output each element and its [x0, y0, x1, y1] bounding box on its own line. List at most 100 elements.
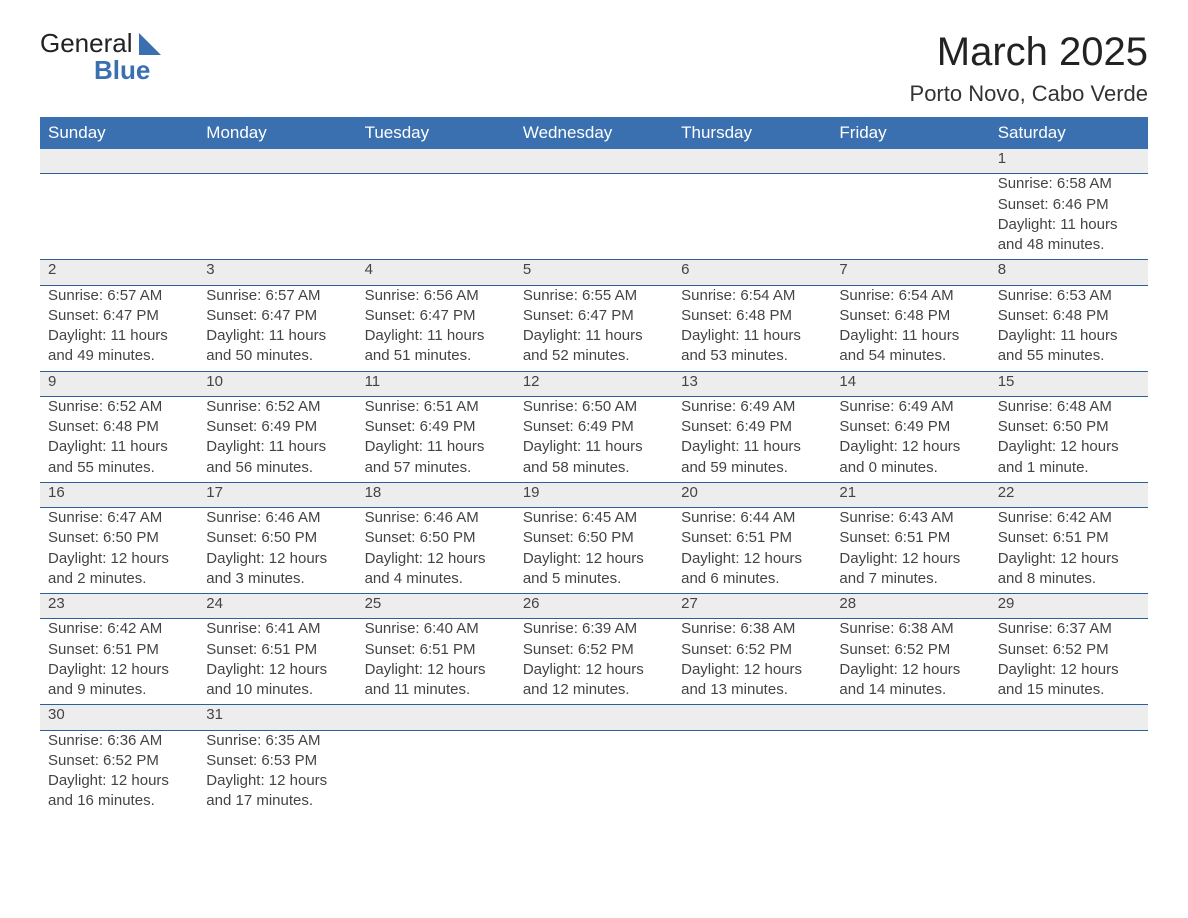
- empty-cell: [357, 174, 515, 260]
- day-detail-cell: Sunrise: 6:58 AMSunset: 6:46 PMDaylight:…: [990, 174, 1148, 260]
- sunset-text: Sunset: 6:51 PM: [365, 640, 507, 660]
- day-detail-cell: Sunrise: 6:41 AMSunset: 6:51 PMDaylight:…: [198, 619, 356, 705]
- sunset-text: Sunset: 6:49 PM: [365, 417, 507, 437]
- daylight-text: Daylight: 11 hours and 59 minutes.: [681, 437, 823, 478]
- day-detail-cell: Sunrise: 6:44 AMSunset: 6:51 PMDaylight:…: [673, 508, 831, 594]
- empty-cell: [515, 705, 673, 730]
- calendar-week-detail-row: Sunrise: 6:36 AMSunset: 6:52 PMDaylight:…: [40, 730, 1148, 816]
- calendar-week-detail-row: Sunrise: 6:52 AMSunset: 6:48 PMDaylight:…: [40, 396, 1148, 482]
- empty-cell: [515, 730, 673, 816]
- day-detail-cell: Sunrise: 6:55 AMSunset: 6:47 PMDaylight:…: [515, 285, 673, 371]
- day-detail-cell: Sunrise: 6:42 AMSunset: 6:51 PMDaylight:…: [40, 619, 198, 705]
- day-number-cell: 27: [673, 594, 831, 619]
- daylight-text: Daylight: 12 hours and 12 minutes.: [523, 660, 665, 701]
- day-number-cell: 17: [198, 482, 356, 507]
- sunrise-text: Sunrise: 6:54 AM: [839, 286, 981, 306]
- empty-cell: [673, 174, 831, 260]
- sunset-text: Sunset: 6:51 PM: [681, 528, 823, 548]
- sunset-text: Sunset: 6:51 PM: [206, 640, 348, 660]
- day-detail-cell: Sunrise: 6:54 AMSunset: 6:48 PMDaylight:…: [673, 285, 831, 371]
- daylight-text: Daylight: 12 hours and 0 minutes.: [839, 437, 981, 478]
- calendar-header-cell: Friday: [831, 117, 989, 149]
- page-subtitle: Porto Novo, Cabo Verde: [910, 81, 1148, 107]
- sunrise-text: Sunrise: 6:43 AM: [839, 508, 981, 528]
- daylight-text: Daylight: 12 hours and 3 minutes.: [206, 549, 348, 590]
- day-detail-cell: Sunrise: 6:51 AMSunset: 6:49 PMDaylight:…: [357, 396, 515, 482]
- day-number-cell: 4: [357, 260, 515, 285]
- calendar-header-cell: Saturday: [990, 117, 1148, 149]
- sunrise-text: Sunrise: 6:35 AM: [206, 731, 348, 751]
- sunset-text: Sunset: 6:46 PM: [998, 195, 1140, 215]
- day-number-cell: 21: [831, 482, 989, 507]
- title-block: March 2025 Porto Novo, Cabo Verde: [910, 30, 1148, 107]
- daylight-text: Daylight: 12 hours and 7 minutes.: [839, 549, 981, 590]
- sunset-text: Sunset: 6:49 PM: [681, 417, 823, 437]
- day-number-cell: 12: [515, 371, 673, 396]
- day-detail-cell: Sunrise: 6:38 AMSunset: 6:52 PMDaylight:…: [831, 619, 989, 705]
- sunrise-text: Sunrise: 6:44 AM: [681, 508, 823, 528]
- sunrise-text: Sunrise: 6:49 AM: [681, 397, 823, 417]
- sunset-text: Sunset: 6:53 PM: [206, 751, 348, 771]
- day-number-cell: 26: [515, 594, 673, 619]
- sunrise-text: Sunrise: 6:42 AM: [998, 508, 1140, 528]
- empty-cell: [990, 705, 1148, 730]
- sunset-text: Sunset: 6:47 PM: [206, 306, 348, 326]
- calendar-week-number-row: 9101112131415: [40, 371, 1148, 396]
- day-number-cell: 24: [198, 594, 356, 619]
- empty-cell: [515, 174, 673, 260]
- day-detail-cell: Sunrise: 6:46 AMSunset: 6:50 PMDaylight:…: [198, 508, 356, 594]
- day-detail-cell: Sunrise: 6:49 AMSunset: 6:49 PMDaylight:…: [673, 396, 831, 482]
- empty-cell: [673, 149, 831, 174]
- day-detail-cell: Sunrise: 6:57 AMSunset: 6:47 PMDaylight:…: [198, 285, 356, 371]
- sunset-text: Sunset: 6:52 PM: [839, 640, 981, 660]
- day-detail-cell: Sunrise: 6:42 AMSunset: 6:51 PMDaylight:…: [990, 508, 1148, 594]
- daylight-text: Daylight: 12 hours and 11 minutes.: [365, 660, 507, 701]
- page-title: March 2025: [910, 30, 1148, 75]
- day-number-cell: 19: [515, 482, 673, 507]
- day-number-cell: 29: [990, 594, 1148, 619]
- daylight-text: Daylight: 11 hours and 49 minutes.: [48, 326, 190, 367]
- daylight-text: Daylight: 11 hours and 51 minutes.: [365, 326, 507, 367]
- sunset-text: Sunset: 6:50 PM: [365, 528, 507, 548]
- empty-cell: [673, 705, 831, 730]
- calendar-week-detail-row: Sunrise: 6:47 AMSunset: 6:50 PMDaylight:…: [40, 508, 1148, 594]
- day-detail-cell: Sunrise: 6:36 AMSunset: 6:52 PMDaylight:…: [40, 730, 198, 816]
- day-number-cell: 16: [40, 482, 198, 507]
- empty-cell: [357, 730, 515, 816]
- empty-cell: [990, 730, 1148, 816]
- sunrise-text: Sunrise: 6:39 AM: [523, 619, 665, 639]
- daylight-text: Daylight: 12 hours and 13 minutes.: [681, 660, 823, 701]
- empty-cell: [831, 174, 989, 260]
- header: General Blue March 2025 Porto Novo, Cabo…: [40, 30, 1148, 107]
- sunrise-text: Sunrise: 6:53 AM: [998, 286, 1140, 306]
- sunset-text: Sunset: 6:47 PM: [48, 306, 190, 326]
- day-detail-cell: Sunrise: 6:52 AMSunset: 6:48 PMDaylight:…: [40, 396, 198, 482]
- daylight-text: Daylight: 12 hours and 4 minutes.: [365, 549, 507, 590]
- sunrise-text: Sunrise: 6:49 AM: [839, 397, 981, 417]
- day-number-cell: 31: [198, 705, 356, 730]
- empty-cell: [40, 174, 198, 260]
- day-number-cell: 14: [831, 371, 989, 396]
- sunrise-text: Sunrise: 6:48 AM: [998, 397, 1140, 417]
- day-number-cell: 28: [831, 594, 989, 619]
- sunrise-text: Sunrise: 6:58 AM: [998, 174, 1140, 194]
- daylight-text: Daylight: 12 hours and 6 minutes.: [681, 549, 823, 590]
- sunset-text: Sunset: 6:50 PM: [998, 417, 1140, 437]
- daylight-text: Daylight: 12 hours and 9 minutes.: [48, 660, 190, 701]
- daylight-text: Daylight: 11 hours and 56 minutes.: [206, 437, 348, 478]
- sunset-text: Sunset: 6:52 PM: [998, 640, 1140, 660]
- calendar-week-number-row: 23242526272829: [40, 594, 1148, 619]
- sunset-text: Sunset: 6:51 PM: [998, 528, 1140, 548]
- day-number-cell: 5: [515, 260, 673, 285]
- sunset-text: Sunset: 6:48 PM: [998, 306, 1140, 326]
- sunrise-text: Sunrise: 6:38 AM: [681, 619, 823, 639]
- day-detail-cell: Sunrise: 6:35 AMSunset: 6:53 PMDaylight:…: [198, 730, 356, 816]
- day-detail-cell: Sunrise: 6:46 AMSunset: 6:50 PMDaylight:…: [357, 508, 515, 594]
- sunset-text: Sunset: 6:49 PM: [523, 417, 665, 437]
- sunrise-text: Sunrise: 6:40 AM: [365, 619, 507, 639]
- daylight-text: Daylight: 11 hours and 58 minutes.: [523, 437, 665, 478]
- empty-cell: [831, 149, 989, 174]
- sunset-text: Sunset: 6:48 PM: [48, 417, 190, 437]
- sunrise-text: Sunrise: 6:41 AM: [206, 619, 348, 639]
- empty-cell: [198, 174, 356, 260]
